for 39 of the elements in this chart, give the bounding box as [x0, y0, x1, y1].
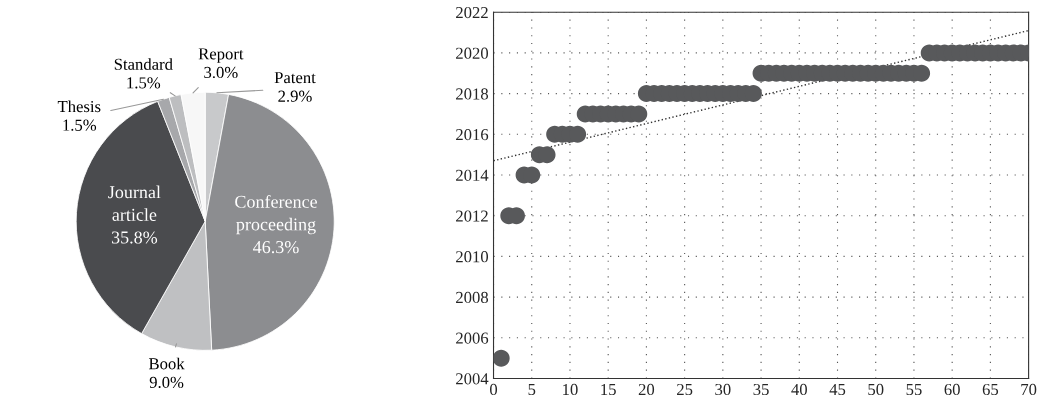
x-tick-label: 55 — [906, 384, 922, 396]
y-tick-label: 2010 — [456, 251, 489, 263]
data-label: 2.9% — [278, 90, 312, 102]
slice-label: Report — [198, 48, 244, 63]
slice-label: Book — [148, 357, 185, 370]
x-tick-label: 20 — [638, 383, 655, 396]
slice-label: Thesis — [57, 100, 101, 113]
x-tick-label: 50 — [868, 383, 884, 396]
y-tick-label: 2012 — [456, 210, 488, 222]
data-label: 1.5% — [127, 77, 161, 89]
y-tick-label: 2008 — [456, 291, 489, 304]
data-label: 46.3% — [253, 241, 299, 254]
x-tick-label: 35 — [753, 383, 769, 396]
y-tick-label: 2018 — [456, 88, 489, 100]
x-tick-label: 70 — [1021, 383, 1037, 396]
x-tick-label: 40 — [791, 383, 807, 396]
x-tick-label: 25 — [677, 383, 693, 396]
x-tick-label: 15 — [601, 383, 616, 396]
y-tick-label: 2020 — [456, 47, 489, 59]
data-label: 3.0% — [204, 66, 238, 79]
x-tick-label: 45 — [829, 383, 846, 396]
x-tick-label: 30 — [715, 383, 731, 396]
y-tick-label: 2006 — [456, 332, 489, 344]
data-label: 9.0% — [149, 376, 184, 389]
x-tick-label: 0 — [489, 383, 498, 396]
x-tick-label: 10 — [563, 383, 578, 396]
x-tick-label: 65 — [982, 383, 999, 396]
y-tick-label: 2004 — [456, 373, 489, 385]
slice-label: Patent — [274, 72, 316, 84]
y-tick-label: 2016 — [456, 129, 489, 141]
y-tick-label: 2014 — [456, 169, 489, 181]
x-tick-label: 60 — [944, 383, 960, 396]
x-tick-label: 5 — [528, 384, 536, 396]
data-label: 35.8% — [111, 231, 158, 244]
slice-label: Standard — [114, 58, 173, 70]
slice-label: Journal article — [108, 185, 161, 221]
slice-label: Conference proceeding — [235, 194, 317, 235]
data-label: 1.5% — [63, 119, 97, 131]
y-tick-label: 2022 — [456, 6, 488, 19]
